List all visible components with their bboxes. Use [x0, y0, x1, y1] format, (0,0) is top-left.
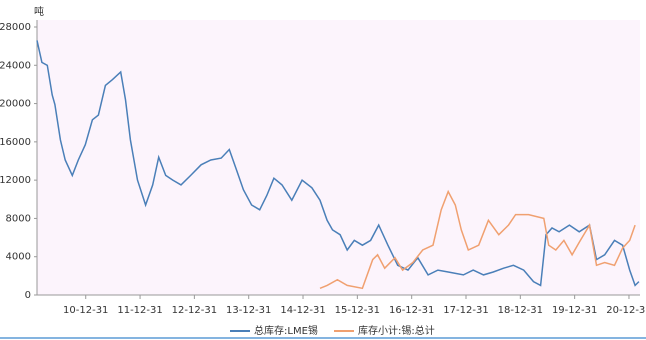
x-tick-label: 15-12-31: [335, 305, 380, 316]
x-tick-label: 14-12-31: [280, 305, 325, 316]
x-tick-label: 12-12-31: [172, 305, 217, 316]
x-tick-label: 13-12-31: [226, 305, 271, 316]
x-tick-label: 17-12-31: [443, 305, 488, 316]
x-tick-label: 16-12-31: [389, 305, 434, 316]
x-tick-label: 20-12-31: [606, 305, 646, 316]
x-tick-label: 18-12-31: [498, 305, 543, 316]
legend-label: 库存小计:锡:总计: [358, 324, 435, 337]
series-line: [36, 40, 640, 287]
unit-label: 吨: [34, 5, 44, 18]
y-tick-label: 20000: [0, 99, 31, 110]
y-tick-label: 24000: [0, 60, 31, 71]
y-tick-label: 0: [25, 290, 31, 301]
x-tick-label: 19-12-31: [552, 305, 597, 316]
legend-label: 总库存:LME锡: [254, 324, 318, 337]
series-line: [319, 189, 636, 290]
x-tick-label: 10-12-31: [63, 305, 108, 316]
plot-area: [37, 20, 640, 295]
y-tick-label: 8000: [6, 213, 31, 224]
x-tick-label: 11-12-31: [117, 305, 162, 316]
y-tick-label: 12000: [0, 175, 31, 186]
y-tick-label: 4000: [6, 252, 31, 263]
y-tick-label: 16000: [0, 137, 31, 148]
y-tick-label: 28000: [0, 22, 31, 33]
